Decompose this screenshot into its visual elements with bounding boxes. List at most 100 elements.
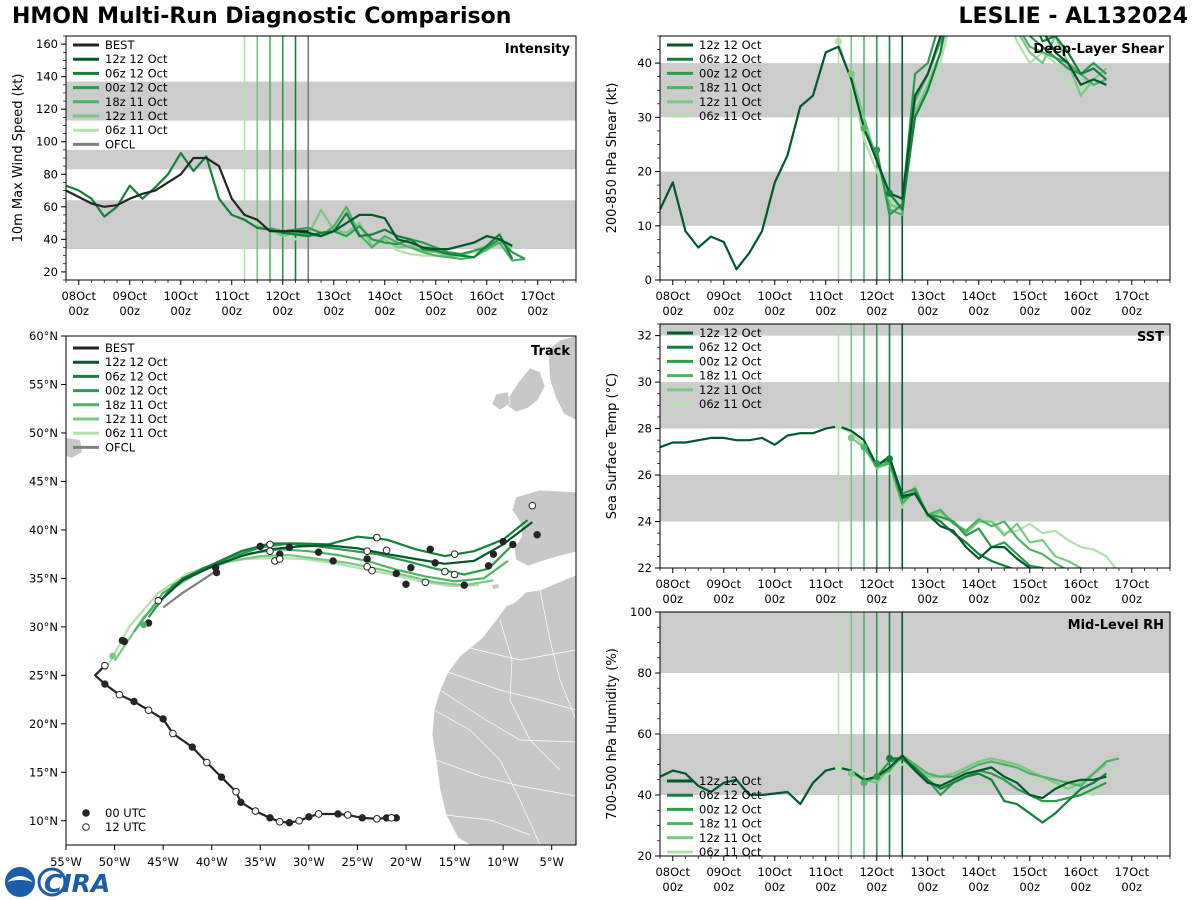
rh-xtick-label-day: 10Oct (757, 865, 792, 879)
track-point-00utc (426, 545, 434, 553)
rh-series-12z-12-oct (660, 754, 1107, 806)
intensity-xtick-label-day: 11Oct (214, 289, 249, 303)
sst-legend-label-12z-11-oct: 12z 11 Oct (699, 383, 762, 397)
intensity-xtick-label-day: 10Oct (163, 289, 198, 303)
intensity-ylabel: 10m Max Wind Speed (kt) (11, 74, 26, 243)
intensity-xtick-label-hour: 00z (425, 304, 446, 318)
track-point-12utc (203, 758, 211, 767)
cira-logo-text: CIRA (44, 869, 110, 898)
intensity-legend-label-06z-11-oct: 06z 11 Oct (105, 123, 168, 137)
land-britain-mask (504, 367, 546, 413)
intensity-xtick-label-hour: 00z (527, 304, 548, 318)
intensity-band-1 (66, 149, 576, 170)
shear-legend-label-06z-12-oct: 06z 12 Oct (699, 52, 762, 66)
intensity-ytick-label: 100 (36, 135, 58, 149)
sst-ytick-label: 26 (637, 468, 652, 482)
intensity-series-best (66, 156, 309, 233)
shear-xtick-label-day: 11Oct (808, 289, 843, 303)
sst-plot-area (660, 324, 1170, 568)
rh-series-06z-12-oct (889, 757, 1107, 824)
intensity-series-12z-12-oct (295, 213, 513, 251)
sst-legend-label-18z-11-oct: 18z 11 Oct (699, 369, 762, 383)
intensity-ytick-label: 120 (36, 102, 58, 116)
shear-legend-label-12z-12-oct: 12z 12 Oct (699, 38, 762, 52)
intensity-xtick-label-hour: 00z (323, 304, 344, 318)
intensity-band-2 (66, 81, 576, 121)
sst-series-00z-12-oct (876, 460, 1046, 568)
sst-ytick-label: 32 (637, 329, 652, 343)
sst-init-marker-00z-12-oct (873, 459, 881, 467)
track-point-12utc (450, 570, 459, 579)
track-point-00utc (217, 773, 226, 781)
panel-track: 55°W 50°W 45°W 40°W 35°W 30°W 25°W 20°W 15°W 10°W… (29, 329, 577, 869)
track-point-12utc (154, 596, 163, 605)
track-ytick-label: 50°N (29, 426, 58, 440)
track-legend-label-06z-12-oct: 06z 12 Oct (105, 369, 168, 383)
track-xtick-label: 25°W (342, 855, 374, 869)
intensity-xtick-label-hour: 00z (272, 304, 293, 318)
rh-xtick-label-hour: 00z (662, 880, 683, 894)
intensity-ytick-label: 160 (36, 37, 58, 51)
track-point-12utc (169, 729, 177, 738)
track-point-12utc (275, 555, 284, 563)
track-point-00utc (334, 810, 342, 818)
track-point-12utc (275, 817, 284, 826)
shear-legend-label-00z-12-oct: 00z 12 Oct (699, 66, 762, 80)
rh-ytick-label: 60 (637, 727, 652, 741)
sst-xtick-label-day: 15Oct (1012, 577, 1047, 591)
sst-xtick-label-day: 17Oct (1114, 577, 1149, 591)
sst-init-marker-12z-11-oct (847, 434, 855, 442)
track-point-12utc (343, 811, 352, 819)
track-point-00utc (118, 636, 127, 645)
track-point-00utc (211, 564, 220, 572)
track-marker-legend-label: 00 UTC (105, 806, 146, 820)
track-point-00utc (329, 557, 337, 565)
land-africa-mask (431, 574, 576, 845)
rh-xtick-label-day: 11Oct (808, 865, 843, 879)
rh-init-marker-18z-11-oct (860, 779, 868, 787)
rh-legend-label-18z-11-oct: 18z 11 Oct (699, 817, 762, 831)
sst-xtick-label-hour: 00z (866, 592, 887, 606)
figure-title: HMON Multi-Run Diagnostic Comparison (12, 4, 512, 29)
shear-xtick-label-hour: 00z (917, 304, 938, 318)
sst-xtick-label-hour: 00z (917, 592, 938, 606)
track-point-12utc (373, 815, 381, 823)
track-point-12utc (266, 547, 274, 556)
shear-xtick-label-hour: 00z (866, 304, 887, 318)
rh-xtick-label-day: 14Oct (961, 865, 996, 879)
track-point-12utc (115, 690, 124, 699)
sst-legend-label-00z-12-oct: 00z 12 Oct (699, 354, 762, 368)
rh-xtick-label-hour: 00z (1070, 880, 1091, 894)
shear-xtick-label-hour: 00z (1070, 304, 1091, 318)
shear-xtick-label-hour: 00z (662, 304, 683, 318)
sst-xtick-label-day: 08Oct (655, 577, 690, 591)
rh-xtick-label-day: 16Oct (1063, 865, 1098, 879)
track-point-00utc (484, 562, 493, 570)
shear-ytick-label: 30 (637, 110, 652, 124)
track-point-00utc (256, 542, 264, 551)
track-point-00utc (402, 580, 410, 588)
sst-ylabel: Sea Surface Temp (°C) (605, 373, 620, 520)
noaa-logo (5, 867, 35, 897)
intensity-legend-label-12z-12-oct: 12z 12 Oct (105, 52, 168, 66)
panel-sst: 22242628303208Oct00z09Oct00z10Oct00z11Oc… (605, 323, 1171, 606)
shear-xtick-label-hour: 00z (764, 304, 785, 318)
sst-init-marker-06z-11-oct (835, 422, 842, 430)
rh-xtick-label-day: 13Oct (910, 865, 945, 879)
logo-area: CIRA (5, 867, 110, 898)
shear-legend-label-06z-11-oct: 06z 11 Oct (699, 109, 762, 123)
track-series-ofcl (162, 569, 218, 609)
storm-title: LESLIE - AL132024 (958, 4, 1188, 29)
track-legend-label-ofcl: OFCL (105, 440, 136, 454)
intensity-xtick-label-hour: 00z (68, 304, 89, 318)
track-point-00utc (188, 743, 196, 751)
track-xtick-label: 50°W (99, 855, 131, 869)
sst-ytick-label: 30 (637, 375, 652, 389)
track-legend-label-12z-11-oct: 12z 11 Oct (105, 412, 168, 426)
cira-logo-ring (37, 867, 67, 897)
rh-series-18z-11-oct (863, 754, 1120, 788)
shear-legend-label-18z-11-oct: 18z 11 Oct (699, 81, 762, 95)
sst-xtick-label-hour: 00z (1070, 592, 1091, 606)
sst-band-1 (660, 382, 1170, 429)
intensity-title: Intensity (505, 42, 571, 57)
